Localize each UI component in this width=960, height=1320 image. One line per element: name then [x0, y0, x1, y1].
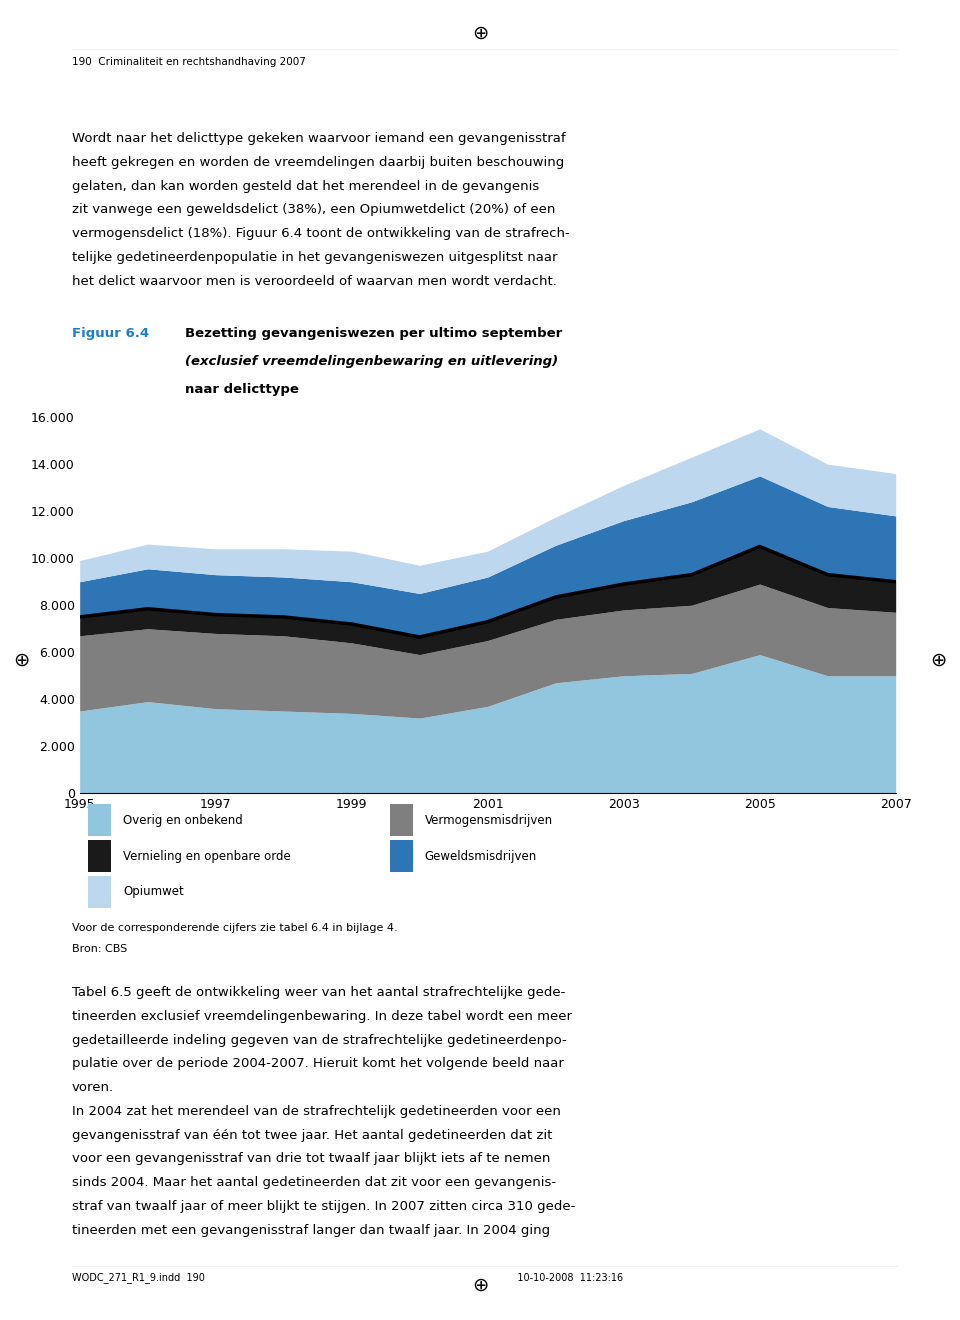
- Text: Voor de corresponderende cijfers zie tabel 6.4 in bijlage 4.: Voor de corresponderende cijfers zie tab…: [72, 923, 397, 933]
- Text: vermogensdelict (18%). Figuur 6.4 toont de ontwikkeling van de strafrech-: vermogensdelict (18%). Figuur 6.4 toont …: [72, 227, 569, 240]
- Text: Figuur 6.4: Figuur 6.4: [72, 327, 149, 341]
- Text: gevangenisstraf van één tot twee jaar. Het aantal gedetineerden dat zit: gevangenisstraf van één tot twee jaar. H…: [72, 1129, 552, 1142]
- Text: voren.: voren.: [72, 1081, 114, 1094]
- Text: voor een gevangenisstraf van drie tot twaalf jaar blijkt iets af te nemen: voor een gevangenisstraf van drie tot tw…: [72, 1152, 550, 1166]
- Text: Bezetting gevangeniswezen per ultimo september: Bezetting gevangeniswezen per ultimo sep…: [185, 327, 563, 341]
- Text: tineerden met een gevangenisstraf langer dan twaalf jaar. In 2004 ging: tineerden met een gevangenisstraf langer…: [72, 1224, 550, 1237]
- Text: het delict waarvoor men is veroordeeld of waarvan men wordt verdacht.: het delict waarvoor men is veroordeeld o…: [72, 275, 557, 288]
- Text: ⊕: ⊕: [471, 1276, 489, 1295]
- Text: straf van twaalf jaar of meer blijkt te stijgen. In 2007 zitten circa 310 gede-: straf van twaalf jaar of meer blijkt te …: [72, 1200, 575, 1213]
- Text: heeft gekregen en worden de vreemdelingen daarbij buiten beschouwing: heeft gekregen en worden de vreemdelinge…: [72, 156, 564, 169]
- Text: gedetailleerde indeling gegeven van de strafrechtelijke gedetineerdenpo-: gedetailleerde indeling gegeven van de s…: [72, 1034, 566, 1047]
- Text: (exclusief vreemdelingenbewaring en uitlevering): (exclusief vreemdelingenbewaring en uitl…: [185, 355, 559, 368]
- Text: Vernieling en openbare orde: Vernieling en openbare orde: [123, 850, 291, 862]
- Bar: [87, 841, 110, 871]
- Text: Geweldsmisdrijven: Geweldsmisdrijven: [425, 850, 537, 862]
- Text: Tabel 6.5 geeft de ontwikkeling weer van het aantal strafrechtelijke gede-: Tabel 6.5 geeft de ontwikkeling weer van…: [72, 986, 565, 999]
- Text: pulatie over de periode 2004-2007. Hieruit komt het volgende beeld naar: pulatie over de periode 2004-2007. Hieru…: [72, 1057, 564, 1071]
- Text: ⊕: ⊕: [12, 651, 30, 669]
- Text: Opiumwet: Opiumwet: [123, 886, 183, 899]
- Text: sinds 2004. Maar het aantal gedetineerden dat zit voor een gevangenis-: sinds 2004. Maar het aantal gedetineerde…: [72, 1176, 556, 1189]
- Text: Bron: CBS: Bron: CBS: [72, 944, 128, 954]
- Bar: [87, 804, 110, 836]
- Text: Wordt naar het delicttype gekeken waarvoor iemand een gevangenisstraf: Wordt naar het delicttype gekeken waarvo…: [72, 132, 565, 145]
- Text: tineerden exclusief vreemdelingenbewaring. In deze tabel wordt een meer: tineerden exclusief vreemdelingenbewarin…: [72, 1010, 572, 1023]
- Text: Overig en onbekend: Overig en onbekend: [123, 813, 243, 826]
- Text: ⊕: ⊕: [471, 24, 489, 42]
- Text: In 2004 zat het merendeel van de strafrechtelijk gedetineerden voor een: In 2004 zat het merendeel van de strafre…: [72, 1105, 561, 1118]
- Text: zit vanwege een geweldsdelict (38%), een Opiumwetdelict (20%) of een: zit vanwege een geweldsdelict (38%), een…: [72, 203, 556, 216]
- Text: naar delicttype: naar delicttype: [185, 383, 300, 396]
- Text: ⊕: ⊕: [930, 651, 948, 669]
- Text: 190  Criminaliteit en rechtshandhaving 2007: 190 Criminaliteit en rechtshandhaving 20…: [72, 57, 306, 67]
- Text: gelaten, dan kan worden gesteld dat het merendeel in de gevangenis: gelaten, dan kan worden gesteld dat het …: [72, 180, 540, 193]
- Text: telijke gedetineerdenpopulatie in het gevangeniswezen uitgesplitst naar: telijke gedetineerdenpopulatie in het ge…: [72, 251, 558, 264]
- Text: Vermogensmisdrijven: Vermogensmisdrijven: [425, 813, 553, 826]
- Text: WODC_271_R1_9.indd  190                                                         : WODC_271_R1_9.indd 190: [72, 1272, 623, 1283]
- Bar: [87, 876, 110, 908]
- Bar: [390, 804, 413, 836]
- Bar: [390, 841, 413, 871]
